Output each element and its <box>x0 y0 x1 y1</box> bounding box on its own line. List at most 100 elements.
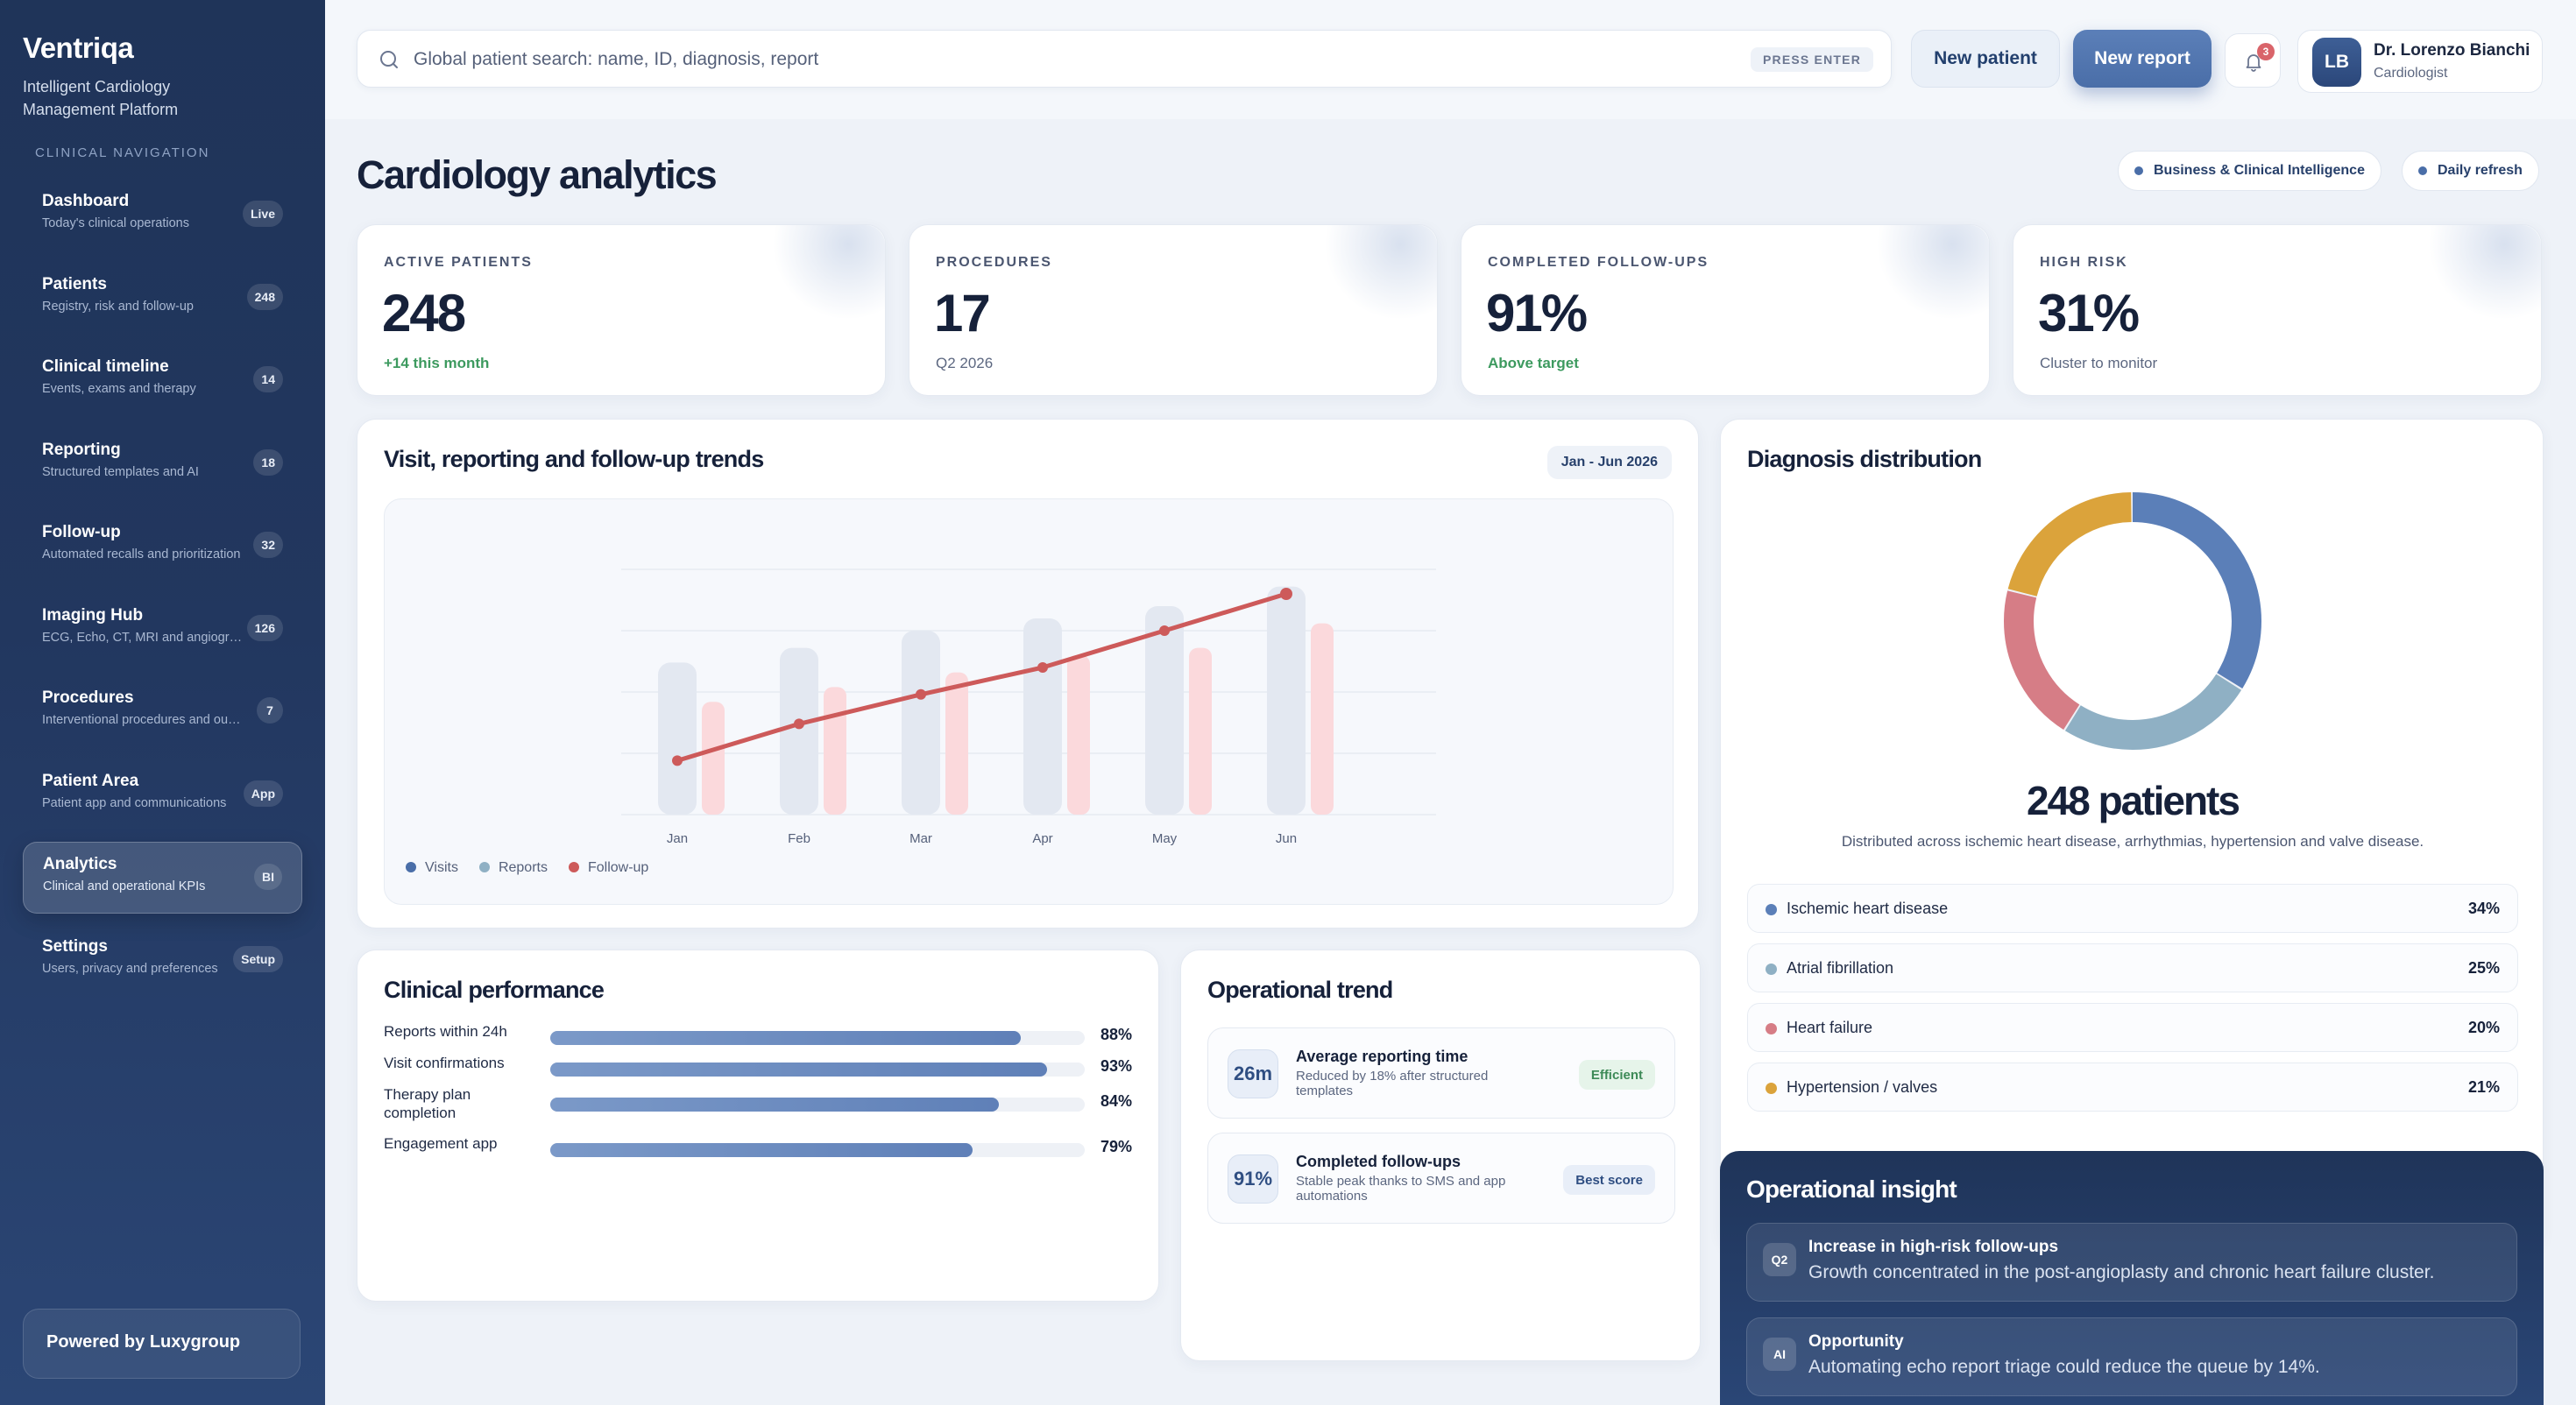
daily-refresh-pill[interactable]: Daily refresh <box>2402 151 2539 191</box>
new-patient-button[interactable]: New patient <box>1911 30 2060 88</box>
op-item-completed-follow-ups[interactable]: 91% Completed follow-ups Stable peak tha… <box>1207 1133 1675 1224</box>
legend-item-reports[interactable]: Reports <box>478 860 548 876</box>
legend-label: Reports <box>498 860 548 875</box>
diagnosis-value: 21% <box>2467 1078 2500 1096</box>
brand-logo[interactable]: Ventriqa <box>23 32 134 64</box>
diagnosis-value: 34% <box>2467 900 2500 917</box>
sidebar-item-settings[interactable]: Settings Users, privacy and preferences Se… <box>23 925 302 997</box>
notifications-button[interactable]: 3 <box>2225 33 2281 88</box>
sidebar-item-desc: Patient app and communications <box>42 795 227 810</box>
insight-badge: Q2 <box>1763 1243 1796 1276</box>
performance-row: Therapy plan completion 84% <box>384 1085 1137 1121</box>
bar-visits-jun <box>1267 586 1306 815</box>
kpi-subtext: Q2 2026 <box>936 355 994 371</box>
performance-bar-fill <box>550 1098 1000 1112</box>
sidebar-item-label: Patients <box>42 274 107 293</box>
legend-dot <box>1766 1023 1777 1034</box>
user-name: Dr. Lorenzo Bianchi <box>2374 41 2530 60</box>
sidebar-item-imaging-hub[interactable]: Imaging Hub ECG, Echo, CT, MRI and angiog… <box>23 594 302 666</box>
diagnosis-label: Atrial fibrillation <box>1787 959 1894 977</box>
op-title: Average reporting time <box>1296 1048 1468 1065</box>
sidebar-item-badge: 248 <box>246 283 283 310</box>
donut-slice-ischemic-heart-disease <box>2004 492 2261 750</box>
diagnosis-row[interactable]: Heart failure 20% <box>1747 1003 2518 1052</box>
trends-title: Visit, reporting and follow-up trends <box>384 446 764 472</box>
op-item-reporting-time[interactable]: 26m Average reporting time Reduced by 18… <box>1207 1027 1675 1119</box>
legend-item-visits[interactable]: Visits <box>406 860 458 876</box>
sidebar-item-patient-area[interactable]: Patient Area Patient app and communicatio… <box>23 759 302 831</box>
sidebar-item-patients[interactable]: Patients Registry, risk and follow-up 248 <box>23 263 302 335</box>
insight-item-text: Growth concentrated in the post-angiopla… <box>1808 1262 2435 1282</box>
user-profile[interactable]: LB Dr. Lorenzo Bianchi Cardiologist <box>2297 30 2543 93</box>
kpi-value: 17 <box>934 284 991 342</box>
operational-insight-panel: Operational insight Q2 Increase in high-… <box>1720 1151 2544 1405</box>
nav-section-label: CLINICAL NAVIGATION <box>35 145 210 160</box>
new-report-button[interactable]: New report <box>2073 30 2212 88</box>
sidebar-item-follow-up[interactable]: Follow-up Automated recalls and prioritiz… <box>23 511 302 582</box>
avatar: LB <box>2312 38 2361 87</box>
performance-bar-fill <box>550 1063 1048 1077</box>
sidebar-item-clinical-timeline[interactable]: Clinical timeline Events, exams and thera… <box>23 345 302 417</box>
kpi-card-active-patients[interactable]: ACTIVE PATIENTS 248 +14 this month <box>357 224 886 396</box>
insight-item-high-risk[interactable]: Q2 Increase in high-risk follow-ups Grow… <box>1746 1223 2517 1302</box>
bar-reports-jan <box>702 702 725 815</box>
performance-row: Engagement app 79% <box>384 1134 1137 1169</box>
sidebar-item-badge: Setup <box>233 945 283 972</box>
sidebar-item-badge: 14 <box>253 366 283 392</box>
operational-title: Operational trend <box>1207 977 1393 1003</box>
diagnosis-row[interactable]: Ischemic heart disease 34% <box>1747 884 2518 933</box>
point-follow-up-mar <box>916 688 926 700</box>
x-tick-label: Apr <box>1032 831 1052 846</box>
kpi-value: 248 <box>382 284 466 342</box>
card-glow <box>2418 225 2541 321</box>
sidebar-item-procedures[interactable]: Procedures Interventional procedures and … <box>23 676 302 748</box>
point-follow-up-apr <box>1037 662 1048 673</box>
sidebar-item-badge: 7 <box>257 697 283 724</box>
insight-item-opportunity[interactable]: AI Opportunity Automating echo report tr… <box>1746 1317 2517 1396</box>
performance-value: 88% <box>1100 1026 1133 1043</box>
sidebar-item-dashboard[interactable]: Dashboard Today's clinical operations Live <box>23 180 302 251</box>
performance-value: 84% <box>1100 1092 1133 1110</box>
diagnosis-value: 20% <box>2467 1019 2500 1036</box>
sidebar-item-desc: Registry, risk and follow-up <box>42 299 194 314</box>
date-range-selector[interactable]: Jan - Jun 2026 <box>1546 446 1672 479</box>
global-search[interactable]: PRESS ENTER <box>357 30 1892 88</box>
legend-dot <box>406 862 416 872</box>
op-metric-badge: 91% <box>1228 1154 1278 1204</box>
diagnosis-row[interactable]: Atrial fibrillation 25% <box>1747 943 2518 992</box>
op-desc: Reduced by 18% after structured template… <box>1296 1069 1489 1098</box>
insight-badge: AI <box>1763 1338 1796 1371</box>
performance-bar-fill <box>550 1031 1021 1045</box>
op-title: Completed follow-ups <box>1296 1153 1461 1170</box>
point-follow-up-feb <box>794 718 804 730</box>
search-input[interactable] <box>414 43 1728 76</box>
kpi-label: ACTIVE PATIENTS <box>384 255 533 270</box>
sidebar-item-badge: 32 <box>253 532 283 558</box>
card-glow <box>1866 225 1989 321</box>
kpi-card-completed-follow-ups[interactable]: COMPLETED FOLLOW-UPS 91% Above target <box>1461 224 1990 396</box>
performance-bar-track <box>550 1031 1085 1045</box>
diagnosis-row[interactable]: Hypertension / valves 21% <box>1747 1063 2518 1112</box>
kpi-subtext: Above target <box>1488 355 1579 371</box>
clinical-performance-card: Clinical performance Reports within 24h 8… <box>357 950 1159 1302</box>
sidebar-item-analytics[interactable]: Analytics Clinical and operational KPIs BI <box>23 842 302 914</box>
search-icon <box>380 51 398 68</box>
performance-bar-track <box>550 1143 1085 1157</box>
kpi-card-high-risk[interactable]: HIGH RISK 31% Cluster to monitor <box>2013 224 2542 396</box>
kpi-card-procedures[interactable]: PROCEDURES 17 Q2 2026 <box>909 224 1438 396</box>
donut-description: Distributed across ischemic heart diseas… <box>1841 833 2424 850</box>
legend-dot <box>1766 964 1777 975</box>
powered-by-footer[interactable]: Powered by Luxygroup <box>23 1309 301 1379</box>
bar-visits-may <box>1145 606 1184 815</box>
brand-subtitle: Intelligent Cardiology Management Platfo… <box>23 78 179 118</box>
legend-dot <box>1766 1083 1777 1094</box>
kpi-subtext: +14 this month <box>384 355 490 371</box>
point-follow-up-may <box>1159 625 1170 636</box>
legend-item-follow-up[interactable]: Follow-up <box>568 860 648 876</box>
bi-pill[interactable]: Business & Clinical Intelligence <box>2118 151 2381 191</box>
legend-dot <box>478 862 490 872</box>
sidebar-item-reporting[interactable]: Reporting Structured templates and AI 18 <box>23 428 302 500</box>
sidebar-item-badge: 126 <box>246 614 283 641</box>
bar-visits-feb <box>780 647 818 815</box>
legend-dot <box>1766 904 1777 915</box>
